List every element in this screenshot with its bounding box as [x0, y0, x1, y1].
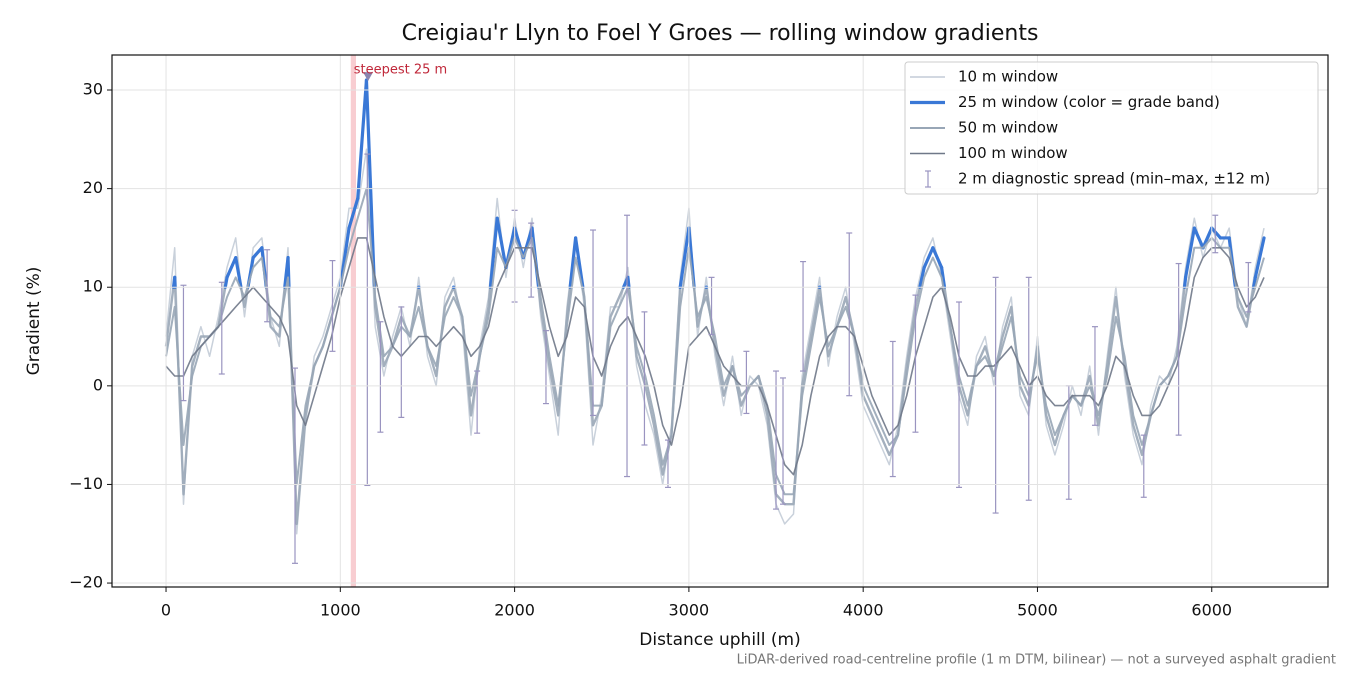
y-tick-label: 30: [83, 80, 103, 99]
x-axis-label: Distance uphill (m): [639, 630, 800, 650]
grade-band-segment: [1194, 228, 1203, 248]
x-tick-label: 0: [161, 601, 171, 620]
x-tick-label: 3000: [669, 601, 710, 620]
x-tick-label: 4000: [843, 601, 884, 620]
x-tick-label: 5000: [1017, 601, 1058, 620]
footnote: LiDAR-derived road-centreline profile (1…: [737, 653, 1336, 668]
annotation: steepest 25 m: [354, 63, 447, 78]
x-tick-label: 2000: [494, 601, 535, 620]
highlight-band: [351, 55, 356, 587]
y-tick-label: −20: [69, 573, 103, 592]
x-tick-label: 1000: [320, 601, 361, 620]
chart-title: Creigiau'r Llyn to Foel Y Groes — rollin…: [402, 21, 1039, 46]
grade-band-segment: [933, 248, 942, 268]
y-tick-label: −10: [69, 474, 103, 493]
x-tick-label: 6000: [1191, 601, 1232, 620]
legend-label: 100 m window: [958, 144, 1068, 162]
legend-label: 25 m window (color = grade band): [958, 93, 1220, 111]
grade-band-segment: [628, 277, 629, 287]
y-tick-label: 0: [93, 375, 103, 394]
legend-label: 10 m window: [958, 68, 1058, 86]
grade-band-segment: [924, 248, 933, 268]
legend-label: 50 m window: [958, 119, 1058, 137]
grade-band-segment: [497, 218, 506, 267]
legend-label: 2 m diagnostic spread (min–max, ±12 m): [958, 170, 1270, 188]
y-tick-label: 20: [83, 178, 103, 197]
y-axis-label: Gradient (%): [24, 267, 44, 376]
y-tick-label: 10: [83, 277, 103, 296]
